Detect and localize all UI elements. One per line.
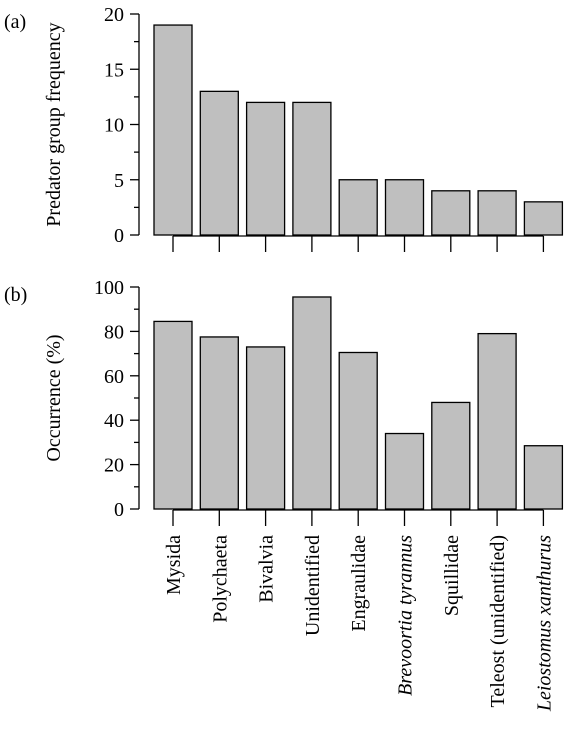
y-tick-label: 100	[94, 277, 124, 299]
bar-bivalvia	[245, 101, 286, 236]
bar-teleost-unidentified	[477, 332, 517, 510]
panel-label: (b)	[4, 284, 27, 306]
y-tick-label: 60	[104, 366, 124, 388]
y-axis-title: Occurrence (%)	[43, 334, 65, 461]
y-tick-label: 40	[104, 410, 124, 432]
bar-unidentified	[292, 296, 332, 510]
x-category-label: Teleost (unidentified)	[487, 535, 509, 707]
y-tick-label: 0	[114, 225, 124, 247]
y-tick-label: 5	[114, 170, 124, 192]
panel-a: (a) 0 5 10 15 20 Predator group frequency	[4, 4, 564, 252]
bar-squillidae	[431, 401, 471, 510]
bar-mysida	[153, 24, 193, 236]
bar-leiostomus-xanthurus	[523, 445, 564, 510]
y-tick-label: 80	[104, 321, 124, 343]
y-tick-label: 15	[104, 59, 124, 81]
panel-label: (a)	[4, 11, 26, 33]
x-category-label: Brevoortia tyrannus	[395, 535, 417, 696]
panel-b: (b) 0 20 40 60 80 100 Occurrence (%) Mysida Polyc…	[4, 277, 564, 712]
bar-polychaeta	[199, 90, 239, 236]
x-category-label: Mysida	[163, 535, 185, 595]
x-category-label: Leiostomus xanthurus	[533, 535, 555, 712]
y-tick-label: 0	[114, 499, 124, 521]
y-tick-label: 10	[104, 115, 124, 137]
bar-leiostomus-xanthurus	[523, 201, 564, 236]
bar-brevoortia-tyrannus	[384, 432, 425, 510]
bar-engraulidae	[338, 351, 378, 510]
x-category-label: Engraulidae	[348, 535, 370, 632]
bar-engraulidae	[338, 179, 378, 236]
x-category-label: Unidentified	[302, 535, 324, 636]
y-tick-label: 20	[104, 4, 124, 26]
y-axis-title: Predator group frequency	[43, 22, 65, 226]
x-category-label: Bivalvia	[256, 535, 278, 603]
bar-bivalvia	[245, 346, 286, 510]
bar-teleost-unidentified	[477, 190, 517, 236]
x-category-label: Squillidae	[441, 535, 463, 616]
bar-brevoortia-tyrannus	[384, 179, 425, 236]
x-category-label: Polychaeta	[209, 535, 231, 623]
bar-mysida	[153, 320, 193, 510]
bar-squillidae	[431, 190, 471, 236]
bar-polychaeta	[199, 336, 239, 510]
bar-unidentified	[292, 101, 332, 236]
y-tick-label: 20	[104, 455, 124, 477]
